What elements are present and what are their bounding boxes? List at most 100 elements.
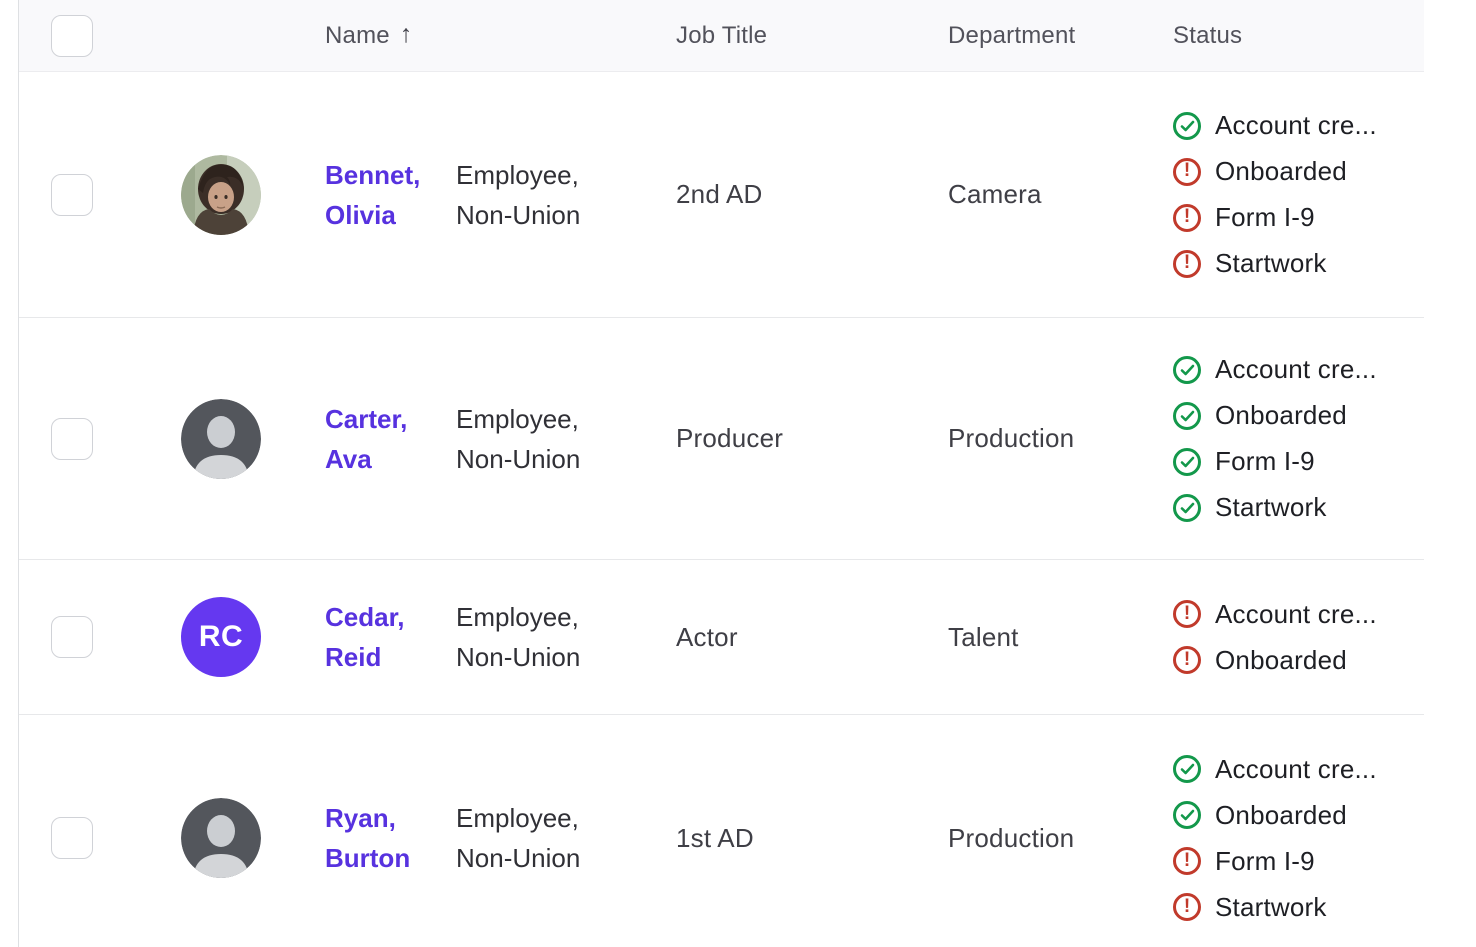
- status-item: ! Startwork: [1173, 887, 1377, 927]
- status-check-circle-icon: !: [1173, 111, 1201, 140]
- row-checkbox[interactable]: [51, 417, 93, 460]
- name-link[interactable]: Ryan, Burton: [325, 803, 411, 873]
- alert-icon: !: [1183, 648, 1191, 670]
- department-cell: Production: [948, 423, 1173, 454]
- status-item: ! Form I-9: [1173, 198, 1377, 238]
- employee-type-text: Employee, Non-Union: [456, 803, 581, 873]
- row-checkbox[interactable]: [51, 616, 93, 658]
- status-label: Onboarded: [1215, 400, 1347, 430]
- status-label: Form I-9: [1215, 202, 1315, 232]
- alert-icon: !: [1183, 206, 1191, 227]
- status-item: ! Onboarded: [1173, 640, 1377, 680]
- status-check-circle-icon: !: [1173, 401, 1201, 430]
- employee-type-text: Employee, Non-Union: [456, 602, 581, 672]
- name-link[interactable]: Carter, Ava: [325, 403, 408, 474]
- status-list: ! Account cre... ! Onboarded ! Form I-9 …: [1173, 106, 1377, 284]
- column-header-status[interactable]: Status: [1173, 22, 1425, 50]
- job-title-text: 2nd AD: [676, 179, 763, 209]
- status-label: Account cre...: [1215, 598, 1377, 629]
- status-item: ! Account cre...: [1173, 594, 1377, 634]
- status-check-circle-icon: !: [1173, 801, 1201, 829]
- status-list: ! Account cre... ! Onboarded ! Form I-9 …: [1173, 749, 1377, 927]
- status-item: ! Startwork: [1173, 488, 1377, 528]
- default-person-avatar: [181, 398, 261, 479]
- job-title-cell: Producer: [676, 423, 948, 454]
- status-alert-circle-icon: !: [1173, 847, 1201, 875]
- name-link[interactable]: Cedar, Reid: [325, 602, 405, 672]
- crew-table: Name ↑ Job Title Department Status: [18, 0, 1424, 947]
- status-item: ! Account cre...: [1173, 350, 1377, 390]
- table-row: RC Cedar, Reid Employee, Non-Union Actor…: [19, 560, 1424, 715]
- job-title-text: Producer: [676, 423, 784, 453]
- job-title-cell: 2nd AD: [676, 179, 948, 210]
- status-item: ! Account cre...: [1173, 106, 1377, 146]
- status-alert-circle-icon: !: [1173, 893, 1201, 921]
- status-item: ! Form I-9: [1173, 841, 1377, 881]
- status-item: ! Form I-9: [1173, 442, 1377, 482]
- department-text: Talent: [948, 621, 1019, 652]
- status-item: ! Startwork: [1173, 244, 1377, 284]
- name-cell: Bennet, Olivia Employee, Non-Union: [325, 155, 676, 235]
- avatar-cell: [181, 798, 325, 878]
- status-alert-circle-icon: !: [1173, 203, 1201, 232]
- department-text: Camera: [948, 179, 1042, 209]
- status-cell: ! Account cre... ! Onboarded ! Form I-9 …: [1173, 350, 1425, 528]
- alert-icon: !: [1183, 160, 1191, 181]
- column-header-department[interactable]: Department: [948, 22, 1173, 50]
- table-row: Bennet, Olivia Employee, Non-Union 2nd A…: [19, 72, 1424, 318]
- avatar-cell: [181, 154, 325, 235]
- status-label: Startwork: [1215, 891, 1327, 922]
- employee-type-text: Employee, Non-Union: [456, 403, 581, 474]
- status-check-circle-icon: !: [1173, 755, 1201, 783]
- table-row: Ryan, Burton Employee, Non-Union 1st AD …: [19, 715, 1424, 947]
- job-title-text: 1st AD: [676, 822, 754, 853]
- status-alert-circle-icon: !: [1173, 646, 1201, 674]
- status-label: Account cre...: [1215, 354, 1377, 384]
- status-label: Form I-9: [1215, 845, 1315, 876]
- row-select-cell: [19, 417, 181, 460]
- department-cell: Talent: [948, 622, 1173, 653]
- job-title-cell: Actor: [676, 622, 948, 653]
- status-label: Account cre...: [1215, 753, 1377, 784]
- alert-icon: !: [1183, 849, 1191, 871]
- department-cell: Camera: [948, 179, 1173, 210]
- header-select-cell: [19, 14, 181, 57]
- job-title-text: Actor: [676, 621, 738, 652]
- name-cell: Carter, Ava Employee, Non-Union: [325, 399, 676, 479]
- employee-type-text: Employee, Non-Union: [456, 159, 581, 230]
- column-header-name[interactable]: Name ↑: [325, 20, 676, 50]
- row-checkbox[interactable]: [51, 173, 93, 216]
- status-item: ! Account cre...: [1173, 749, 1377, 789]
- column-header-job-title[interactable]: Job Title: [676, 22, 948, 50]
- status-list: ! Account cre... ! Onboarded ! Form I-9 …: [1173, 350, 1377, 528]
- row-select-cell: [19, 817, 181, 859]
- department-cell: Production: [948, 823, 1173, 854]
- row-checkbox[interactable]: [51, 817, 93, 859]
- alert-icon: !: [1183, 895, 1191, 917]
- status-label: Form I-9: [1215, 446, 1315, 476]
- table-row: Carter, Ava Employee, Non-Union Producer…: [19, 318, 1424, 560]
- status-label: Startwork: [1215, 248, 1327, 278]
- department-text: Production: [948, 822, 1075, 853]
- status-cell: ! Account cre... ! Onboarded ! Form I-9 …: [1173, 106, 1425, 284]
- status-label: Onboarded: [1215, 644, 1347, 675]
- name-cell: Ryan, Burton Employee, Non-Union: [325, 798, 676, 878]
- avatar-cell: [181, 398, 325, 479]
- name-cell: Cedar, Reid Employee, Non-Union: [325, 597, 676, 677]
- table-header-row: Name ↑ Job Title Department Status: [19, 0, 1424, 72]
- status-cell: ! Account cre... ! Onboarded ! Form I-9 …: [1173, 749, 1425, 927]
- default-person-avatar: [181, 798, 261, 878]
- status-alert-circle-icon: !: [1173, 157, 1201, 186]
- status-label: Onboarded: [1215, 156, 1347, 186]
- name-link[interactable]: Bennet, Olivia: [325, 159, 421, 230]
- column-header-status-label: Status: [1173, 21, 1243, 49]
- select-all-checkbox[interactable]: [51, 14, 93, 57]
- alert-icon: !: [1183, 602, 1191, 624]
- alert-icon: !: [1183, 252, 1191, 273]
- status-check-circle-icon: !: [1173, 355, 1201, 384]
- status-alert-circle-icon: !: [1173, 600, 1201, 628]
- status-check-circle-icon: !: [1173, 447, 1201, 476]
- row-select-cell: [19, 173, 181, 216]
- status-cell: ! Account cre... ! Onboarded: [1173, 594, 1425, 680]
